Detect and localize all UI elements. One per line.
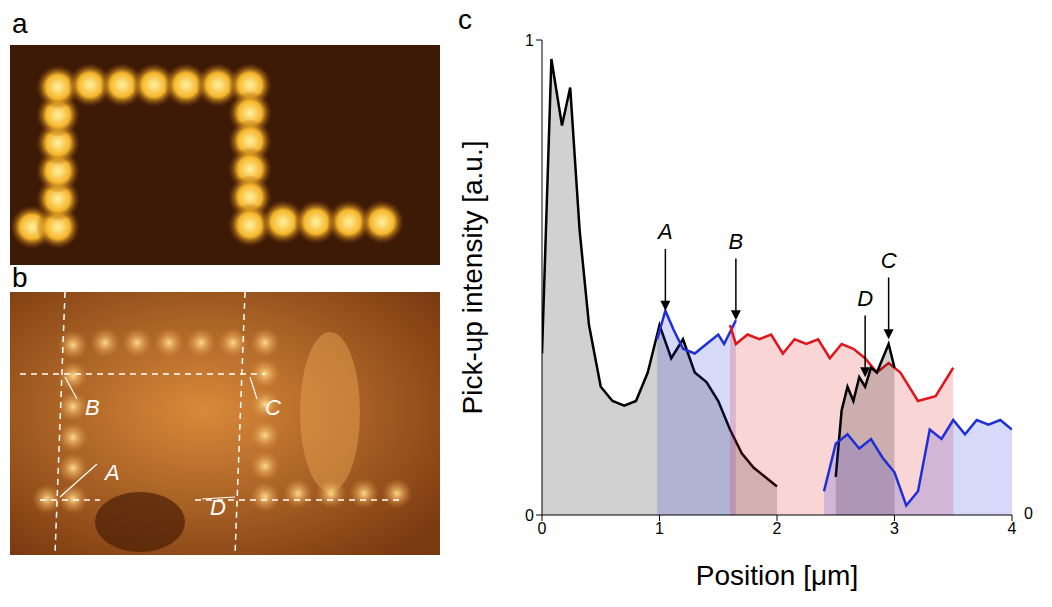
html-text:0: 0 (1024, 505, 1033, 522)
svg-text:B: B (729, 229, 744, 254)
svg-text:0: 0 (525, 507, 534, 524)
svg-text:0: 0 (538, 520, 547, 537)
html-text:c: c (458, 4, 472, 35)
svg-text:2: 2 (773, 520, 782, 537)
html-text:a: a (12, 8, 28, 39)
svg-text:1: 1 (525, 32, 534, 49)
svg-text:Pick-up intensity [a.u.]: Pick-up intensity [a.u.] (457, 141, 488, 415)
html-text:b: b (12, 262, 28, 293)
svg-text:3: 3 (890, 520, 899, 537)
svg-text:A: A (103, 460, 120, 485)
svg-text:C: C (265, 395, 281, 420)
svg-text:D: D (210, 495, 226, 520)
svg-text:C: C (881, 248, 897, 273)
svg-text:B: B (85, 395, 100, 420)
svg-text:Position [μm]: Position [μm] (696, 560, 858, 591)
svg-text:1: 1 (655, 520, 664, 537)
svg-text:A: A (656, 219, 673, 244)
svg-text:4: 4 (1008, 520, 1017, 537)
svg-text:D: D (857, 286, 873, 311)
